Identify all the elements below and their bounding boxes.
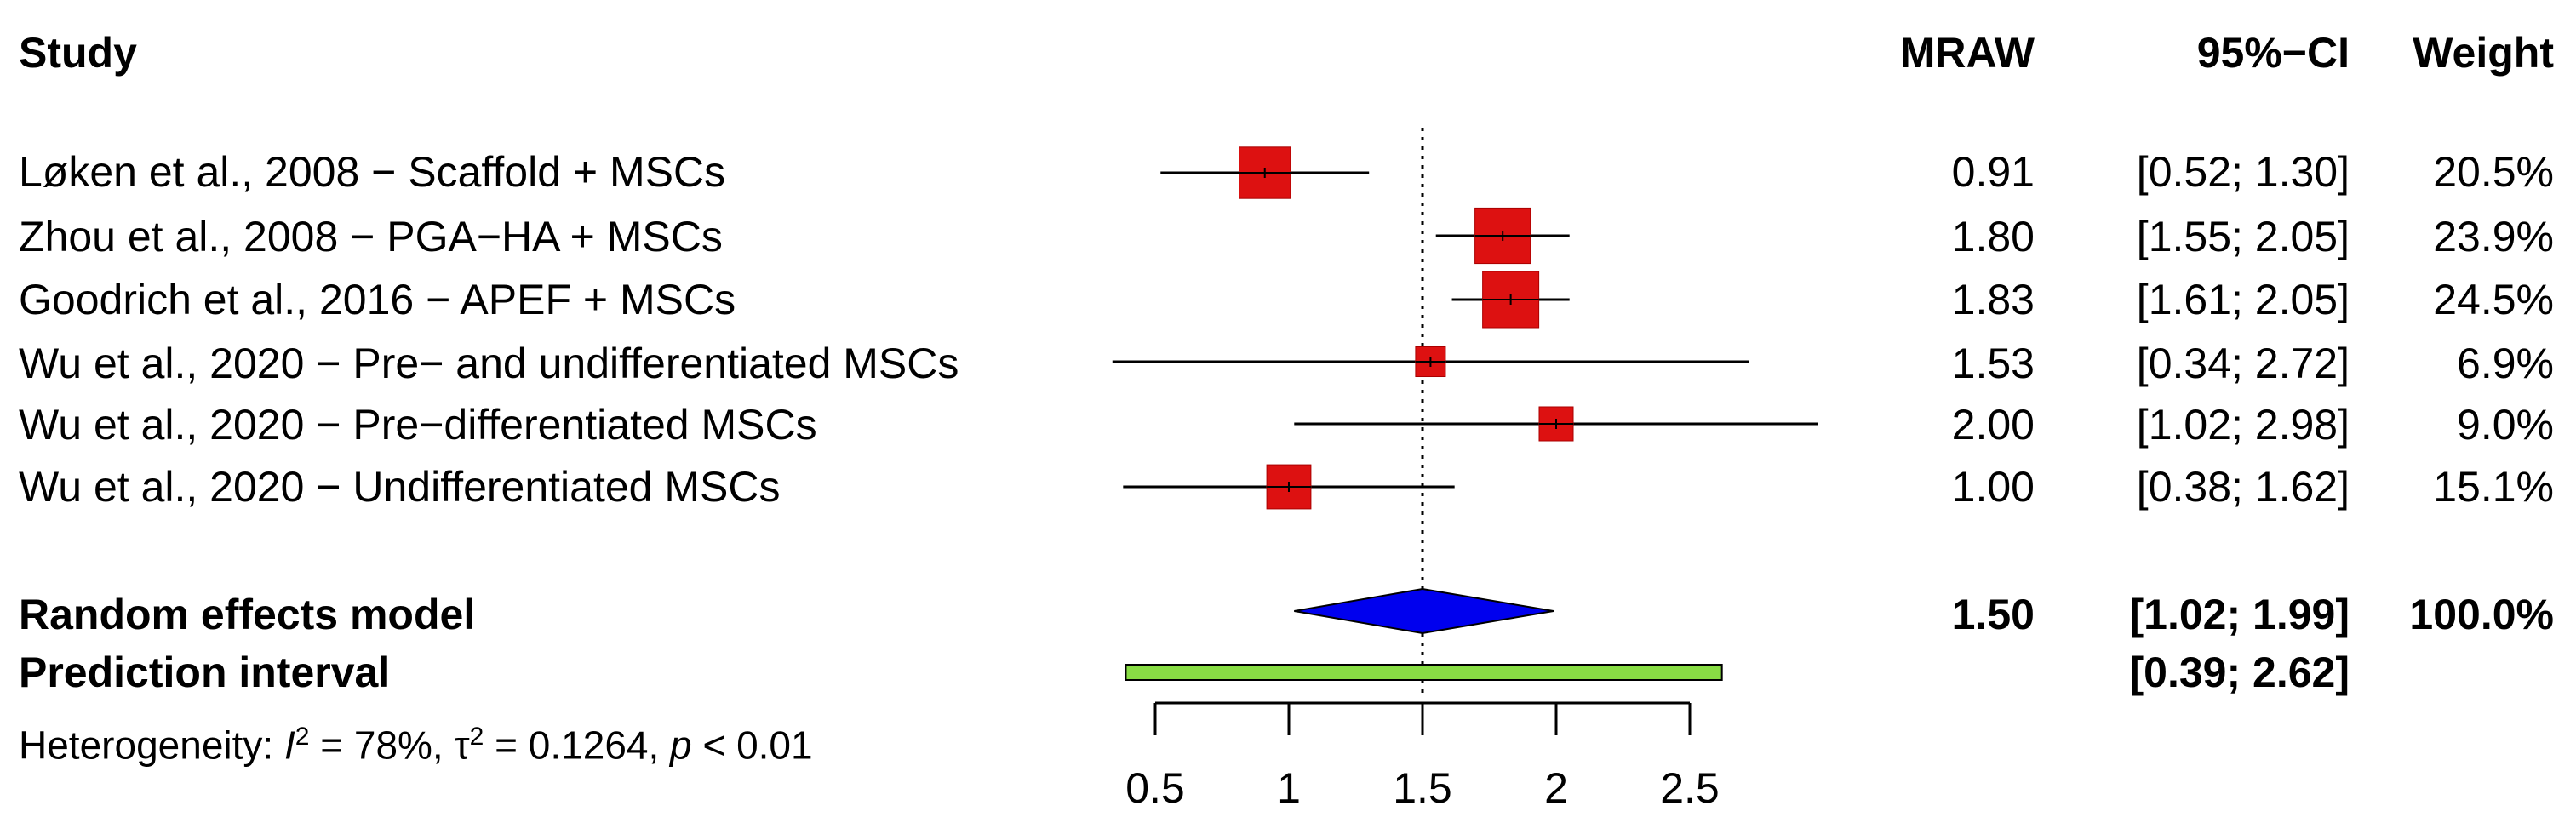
study-ci: [1.61; 2.05] [2136,276,2350,323]
x-tick-label: 0.5 [1125,764,1185,812]
random-effects-ci: [1.02; 1.99] [2129,591,2350,638]
study-weight: 15.1% [2433,463,2554,511]
prediction-interval-label: Prediction interval [19,649,391,696]
study-weight: 9.0% [2457,401,2554,449]
study-label: Wu et al., 2020 − Pre−differentiated MSC… [19,401,817,449]
tau-exponent: 2 [469,723,484,751]
header-effect: MRAW [1899,29,2035,77]
study-weight: 6.9% [2457,340,2554,387]
prediction-interval-bar [1125,664,1723,681]
header-ci: 95%−CI [2196,29,2350,77]
heterogeneity-prefix: Heterogeneity: [19,723,284,768]
p-value: < 0.01 [691,723,813,768]
prediction-interval-ci: [0.39; 2.62] [2129,649,2350,696]
header-weight: Weight [2413,29,2554,77]
heterogeneity-text: Heterogeneity: I2 = 78%, τ2 = 0.1264, p … [19,711,813,770]
study-mean: 1.00 [1951,463,2035,511]
study-mean: 1.80 [1951,213,2035,260]
i2-exponent: 2 [295,723,310,751]
tau-value: = 0.1264, [484,723,671,768]
x-tick-label: 2 [1544,764,1568,812]
random-effects-diamond [1294,587,1554,635]
study-label: Wu et al., 2020 − Undifferentiated MSCs [19,463,781,511]
i2-symbol: I [283,723,295,768]
x-tick-label: 2.5 [1660,764,1720,812]
study-weight: 20.5% [2433,148,2554,196]
random-effects-mean: 1.50 [1951,591,2035,638]
header-study: Study [19,29,137,77]
p-symbol: p [670,723,692,768]
study-ci: [0.34; 2.72] [2136,340,2350,387]
tau-symbol: τ [454,723,470,768]
study-weight: 23.9% [2433,213,2554,260]
study-ci: [1.02; 2.98] [2136,401,2350,449]
study-mean: 0.91 [1951,148,2035,196]
study-label: Zhou et al., 2008 − PGA−HA + MSCs [19,213,723,260]
study-label: Wu et al., 2020 − Pre− and undifferentia… [19,340,959,387]
study-label: Goodrich et al., 2016 − APEF + MSCs [19,276,736,323]
study-mean: 1.83 [1951,276,2035,323]
study-ci: [0.38; 1.62] [2136,463,2350,511]
x-tick-label: 1 [1277,764,1301,812]
study-ci: [0.52; 1.30] [2136,148,2350,196]
i2-value: = 78%, [309,723,455,768]
random-effects-label: Random effects model [19,591,476,638]
study-ci: [1.55; 2.05] [2136,213,2350,260]
x-tick-label: 1.5 [1393,764,1452,812]
study-weight: 24.5% [2433,276,2554,323]
study-label: Løken et al., 2008 − Scaffold + MSCs [19,148,726,196]
study-mean: 1.53 [1951,340,2035,387]
study-mean: 2.00 [1951,401,2035,449]
random-effects-weight: 100.0% [2409,591,2554,638]
